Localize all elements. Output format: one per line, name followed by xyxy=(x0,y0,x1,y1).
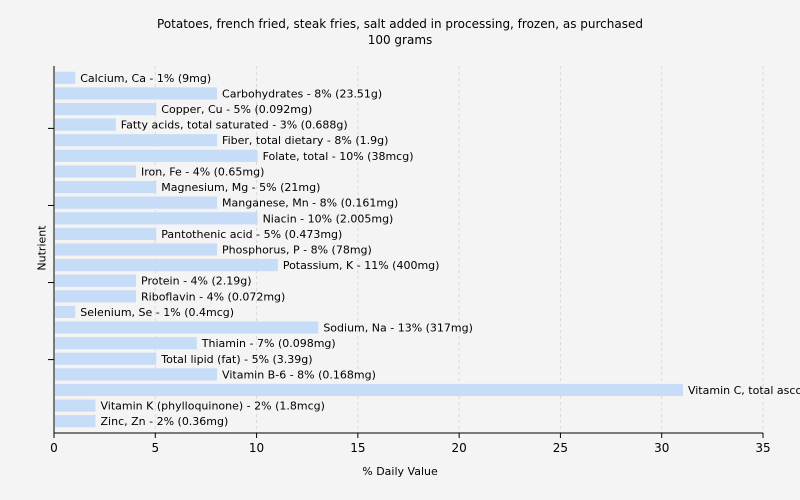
bar xyxy=(55,180,157,194)
bar xyxy=(55,212,258,225)
bar-label: Sodium, Na - 13% (317mg) xyxy=(323,322,473,335)
bar xyxy=(55,102,157,116)
bar-label: Folate, total - 10% (38mcg) xyxy=(263,150,414,163)
bar xyxy=(55,415,96,428)
bar-label: Selenium, Se - 1% (0.4mcg) xyxy=(80,306,234,319)
bar-label: Riboflavin - 4% (0.072mg) xyxy=(141,290,285,303)
bar-label: Fiber, total dietary - 8% (1.9g) xyxy=(222,134,388,147)
bar xyxy=(55,305,76,319)
x-tick-label: 10 xyxy=(249,441,264,455)
x-tick-label: 0 xyxy=(50,441,58,455)
bar xyxy=(55,71,76,84)
bar xyxy=(55,368,218,381)
x-axis-title: % Daily Value xyxy=(362,465,438,478)
bar-label: Vitamin C, total ascorbic acid - 31% (18… xyxy=(688,384,800,397)
bar-label: Phosphorus, P - 8% (78mg) xyxy=(222,244,372,257)
bar xyxy=(55,196,218,209)
x-tick-label: 5 xyxy=(151,441,159,455)
bar-label: Vitamin B-6 - 8% (0.168mg) xyxy=(222,368,376,381)
x-tick-label: 25 xyxy=(553,441,568,455)
bar xyxy=(55,227,157,240)
bar-label: Thiamin - 7% (0.098mg) xyxy=(201,337,336,350)
bar xyxy=(55,274,137,287)
bar xyxy=(55,87,218,100)
x-tick-label: 35 xyxy=(755,441,770,455)
bar-label: Iron, Fe - 4% (0.65mg) xyxy=(141,165,264,178)
bar xyxy=(55,259,278,272)
chart-subtitle: 100 grams xyxy=(367,33,433,47)
bar-label: Zinc, Zn - 2% (0.36mg) xyxy=(101,415,229,428)
bar xyxy=(55,165,137,178)
bar xyxy=(55,383,683,397)
bar xyxy=(55,149,258,162)
bar-label: Protein - 4% (2.19g) xyxy=(141,275,252,288)
y-axis-title: Nutrient xyxy=(35,225,49,271)
x-tick-label: 20 xyxy=(452,441,467,455)
bar-label: Niacin - 10% (2.005mg) xyxy=(263,212,394,225)
bar-label: Carbohydrates - 8% (23.51g) xyxy=(222,87,382,100)
bar-label: Total lipid (fat) - 5% (3.39g) xyxy=(160,353,312,366)
bar-label: Fatty acids, total saturated - 3% (0.688… xyxy=(121,119,348,132)
bar-label: Copper, Cu - 5% (0.092mg) xyxy=(161,103,312,116)
bar-label: Vitamin K (phylloquinone) - 2% (1.8mcg) xyxy=(101,400,325,413)
bar-label: Manganese, Mn - 8% (0.161mg) xyxy=(222,197,398,210)
bar-label: Potassium, K - 11% (400mg) xyxy=(283,259,440,272)
bar-label: Calcium, Ca - 1% (9mg) xyxy=(80,72,211,85)
bar xyxy=(55,290,137,303)
bar xyxy=(55,321,319,334)
bar xyxy=(55,134,218,147)
bar xyxy=(55,243,218,256)
bar-label: Pantothenic acid - 5% (0.473mg) xyxy=(161,228,342,241)
chart-title: Potatoes, french fried, steak fries, sal… xyxy=(157,17,643,31)
bar-label: Magnesium, Mg - 5% (21mg) xyxy=(161,181,320,194)
bar xyxy=(55,352,157,365)
x-tick-label: 15 xyxy=(350,441,365,455)
bar xyxy=(55,118,116,131)
bar xyxy=(55,337,197,350)
bar xyxy=(55,399,96,412)
x-tick-label: 30 xyxy=(654,441,669,455)
